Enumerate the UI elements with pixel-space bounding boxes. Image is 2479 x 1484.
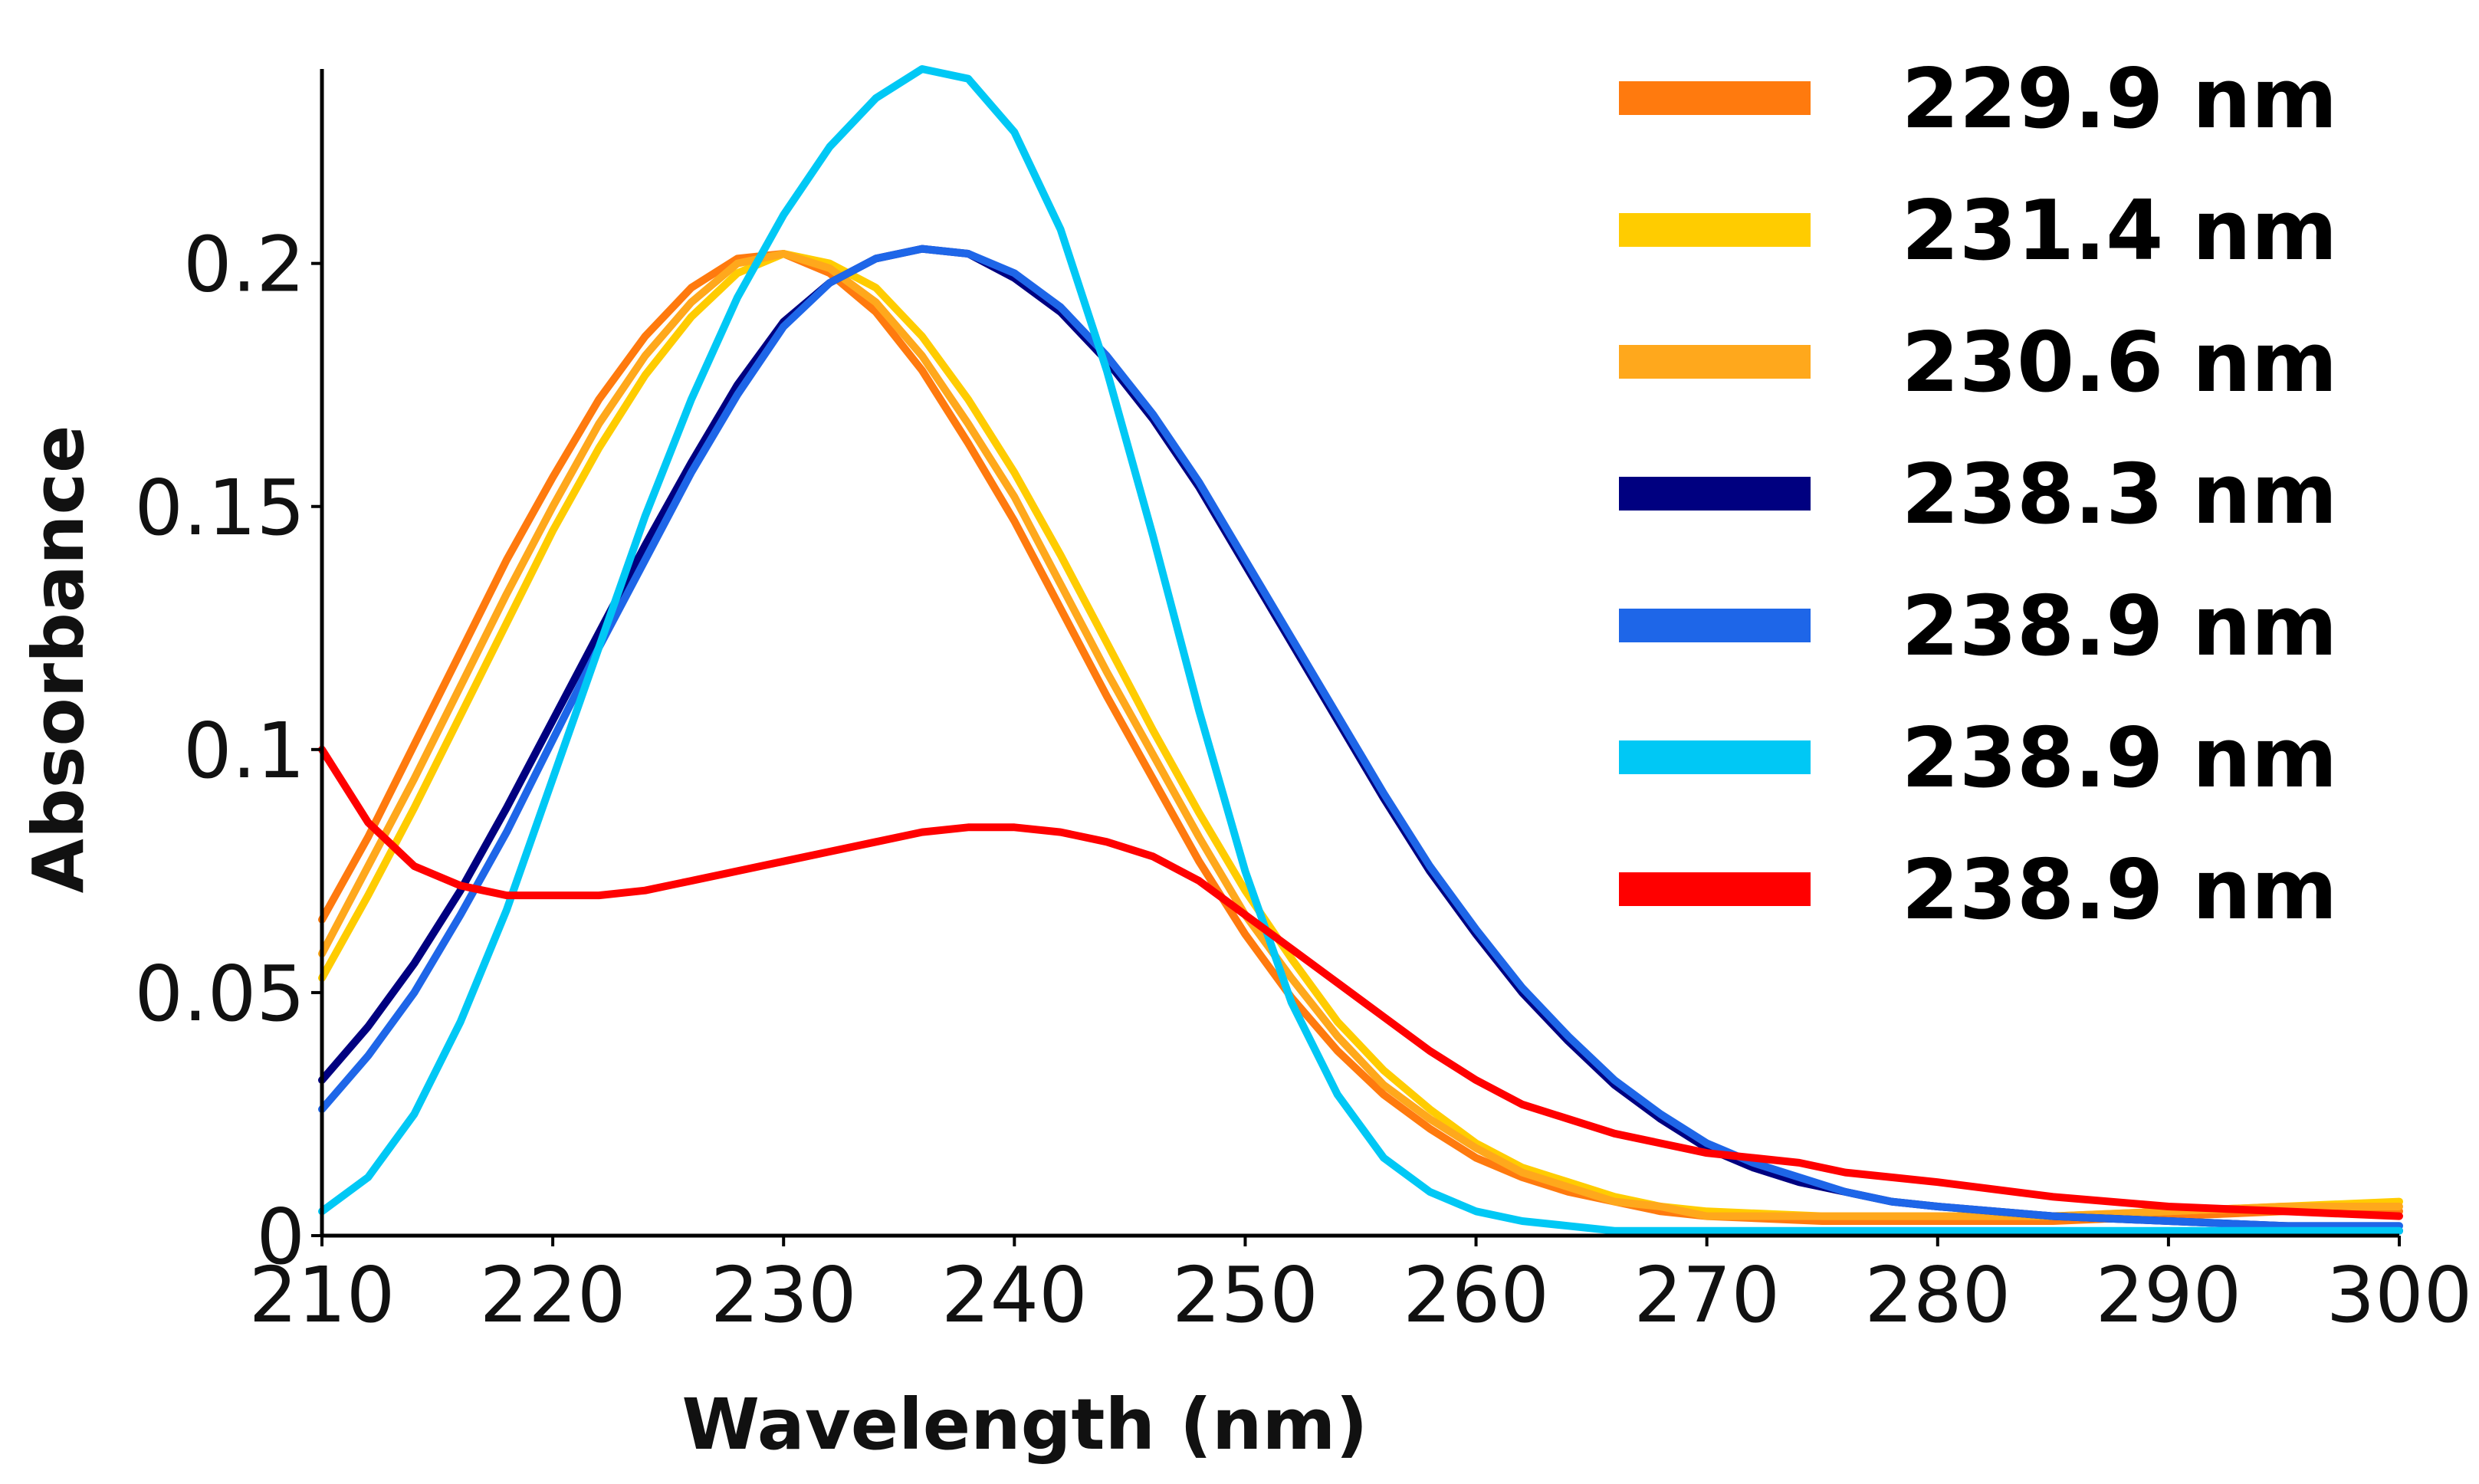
y-tick-label: 0.2 [183,220,305,310]
legend-swatch [1619,477,1811,511]
x-tick-label: 210 [249,1250,396,1340]
x-tick-label: 250 [1172,1250,1318,1340]
y-tick-label: 0.15 [134,463,305,553]
legend-item: 230.6 nm [1619,315,2337,411]
x-tick-label: 220 [480,1250,626,1340]
x-axis-ticks: 210 220 230 240 250 260 270 280 290 300 [249,1236,2473,1340]
legend-label: 238.9 nm [1902,579,2338,675]
series-line-7 [318,745,2403,1220]
legend: 229.9 nm 231.4 nm 230.6 nm 238.3 nm 238.9 nm… [1619,51,2337,938]
x-tick-label: 230 [711,1250,857,1340]
x-tick-label: 270 [1634,1250,1780,1340]
x-axis-title: Wavelength (nm) [682,1384,1368,1466]
legend-item: 238.9 nm [1619,711,2337,806]
y-tick-label: 0.1 [183,706,305,796]
legend-swatch [1619,345,1811,379]
legend-swatch [1619,872,1811,906]
y-tick-label: 0 [256,1192,305,1282]
y-axis-title: Absorbance [18,425,100,894]
legend-swatch [1619,81,1811,115]
legend-swatch [1619,609,1811,642]
y-tick-label: 0.05 [134,949,305,1039]
legend-label: 229.9 nm [1902,51,2338,147]
legend-swatch [1619,213,1811,247]
legend-item: 229.9 nm [1619,51,2337,147]
legend-label: 238.9 nm [1902,842,2338,938]
x-tick-label: 260 [1403,1250,1549,1340]
legend-item: 238.9 nm [1619,842,2337,938]
x-tick-label: 280 [1864,1250,2011,1340]
legend-item: 238.9 nm [1619,579,2337,675]
series-layer [318,65,2403,1235]
legend-item: 238.3 nm [1619,447,2337,543]
series-line-3 [318,250,2403,1220]
legend-label: 230.6 nm [1902,315,2338,411]
legend-swatch [1619,740,1811,774]
legend-label: 238.9 nm [1902,711,2338,806]
legend-label: 238.3 nm [1902,447,2338,543]
series-line-2 [318,250,2403,1220]
y-axis-ticks: 0 0.05 0.1 0.15 0.2 [134,220,322,1282]
x-tick-label: 300 [2326,1250,2473,1340]
x-tick-label: 240 [941,1250,1088,1340]
series-line-6 [318,65,2403,1235]
legend-item: 231.4 nm [1619,183,2337,279]
series-line-5 [318,245,2403,1230]
legend-label: 231.4 nm [1902,183,2338,279]
x-tick-label: 290 [2095,1250,2241,1340]
